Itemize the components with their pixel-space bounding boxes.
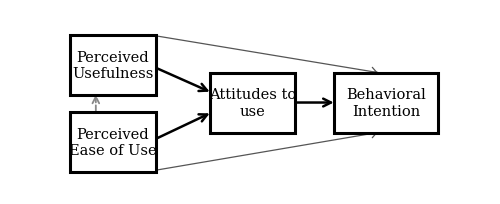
FancyBboxPatch shape [70, 112, 156, 172]
FancyBboxPatch shape [210, 73, 295, 133]
Text: Perceived
Usefulness: Perceived Usefulness [72, 50, 154, 80]
FancyBboxPatch shape [334, 73, 438, 133]
FancyBboxPatch shape [70, 35, 156, 95]
Text: Perceived
Ease of Use: Perceived Ease of Use [69, 127, 156, 157]
Text: Behavioral
Intention: Behavioral Intention [346, 88, 426, 118]
Text: Attitudes to
use: Attitudes to use [209, 88, 296, 118]
